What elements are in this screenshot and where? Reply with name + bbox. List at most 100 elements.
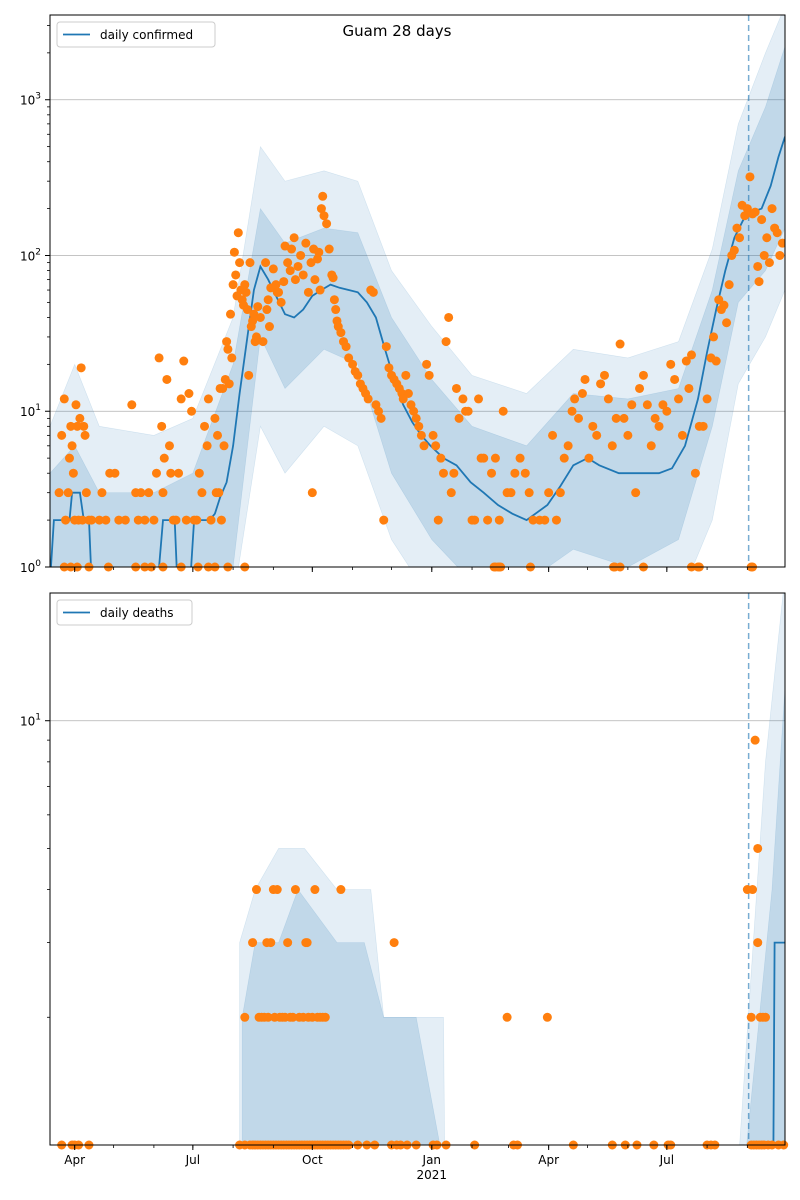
data-point: [577, 388, 587, 398]
data-point: [274, 287, 284, 297]
data-point: [479, 453, 489, 463]
data-point: [159, 453, 169, 463]
data-point: [200, 421, 210, 431]
data-point: [722, 318, 732, 328]
data-point: [662, 406, 672, 416]
data-point: [181, 515, 191, 525]
chart-title: Guam 28 days: [343, 22, 452, 40]
data-point: [502, 1012, 512, 1022]
data-point: [268, 264, 278, 274]
data-point: [646, 441, 656, 451]
data-point: [761, 1012, 771, 1022]
data-point: [687, 350, 697, 360]
data-point: [266, 938, 276, 948]
data-point: [313, 254, 323, 264]
data-point: [258, 337, 268, 347]
data-point: [245, 258, 255, 268]
data-point: [79, 421, 89, 431]
data-point: [164, 441, 174, 451]
data-point: [698, 421, 708, 431]
data-point: [515, 453, 525, 463]
data-point: [740, 211, 750, 221]
data-point: [97, 488, 107, 498]
data-point: [506, 488, 516, 498]
data-point: [241, 287, 251, 297]
data-point: [229, 247, 239, 257]
data-point: [151, 468, 161, 478]
data-point: [724, 280, 734, 290]
data-point: [711, 356, 721, 366]
data-point: [746, 1012, 756, 1022]
data-point: [296, 250, 306, 260]
data-point: [262, 305, 272, 315]
data-point: [732, 223, 742, 233]
data-point: [68, 468, 78, 478]
data-point: [329, 295, 339, 305]
series-line: [50, 136, 785, 567]
data-point: [328, 273, 338, 283]
data-point: [120, 515, 130, 525]
data-point: [154, 353, 164, 363]
data-point: [563, 441, 573, 451]
data-point: [753, 261, 763, 271]
x-tick-label: Oct: [302, 1153, 323, 1167]
data-point: [248, 316, 258, 326]
data-point: [670, 374, 680, 384]
data-point: [524, 488, 534, 498]
data-point: [411, 413, 421, 423]
legend-label: daily confirmed: [100, 28, 193, 42]
data-point: [381, 342, 391, 352]
data-point: [210, 413, 220, 423]
data-point: [470, 515, 480, 525]
data-point: [157, 421, 167, 431]
data-point: [57, 430, 67, 440]
data-point: [227, 353, 237, 363]
data-point: [179, 356, 189, 366]
data-point: [544, 488, 554, 498]
data-point: [474, 394, 484, 404]
data-point: [251, 332, 261, 342]
data-point: [192, 515, 202, 525]
data-point: [149, 515, 159, 525]
data-point: [290, 275, 300, 285]
legend: daily confirmed: [56, 21, 216, 48]
data-point: [384, 363, 394, 373]
data-point: [66, 421, 76, 431]
data-point: [242, 305, 252, 315]
data-point: [446, 488, 456, 498]
data-point: [144, 488, 154, 498]
data-point: [171, 515, 181, 525]
y-tick-exponent: 3: [35, 92, 41, 102]
y-tick-exponent: 1: [35, 713, 41, 723]
data-point: [376, 413, 386, 423]
data-point: [428, 430, 438, 440]
data-point: [287, 244, 297, 254]
data-point: [271, 280, 281, 290]
data-point: [213, 430, 223, 440]
data-point: [272, 885, 282, 895]
data-point: [735, 233, 745, 243]
data-point: [588, 421, 598, 431]
data-point: [336, 885, 346, 895]
data-point: [301, 238, 311, 248]
plot-area: [50, 15, 785, 567]
data-point: [166, 468, 176, 478]
data-point: [757, 215, 767, 225]
data-point: [226, 309, 236, 319]
data-point: [389, 938, 399, 948]
data-point: [414, 421, 424, 431]
data-point: [444, 312, 454, 322]
data-point: [542, 1012, 552, 1022]
data-point: [654, 421, 664, 431]
data-point: [702, 394, 712, 404]
data-point: [764, 258, 774, 268]
data-point: [754, 277, 764, 287]
data-point: [184, 388, 194, 398]
data-point: [684, 383, 694, 393]
data-point: [54, 488, 64, 498]
data-point: [627, 400, 637, 410]
data-point: [63, 488, 73, 498]
data-point: [302, 938, 312, 948]
data-point: [574, 413, 584, 423]
